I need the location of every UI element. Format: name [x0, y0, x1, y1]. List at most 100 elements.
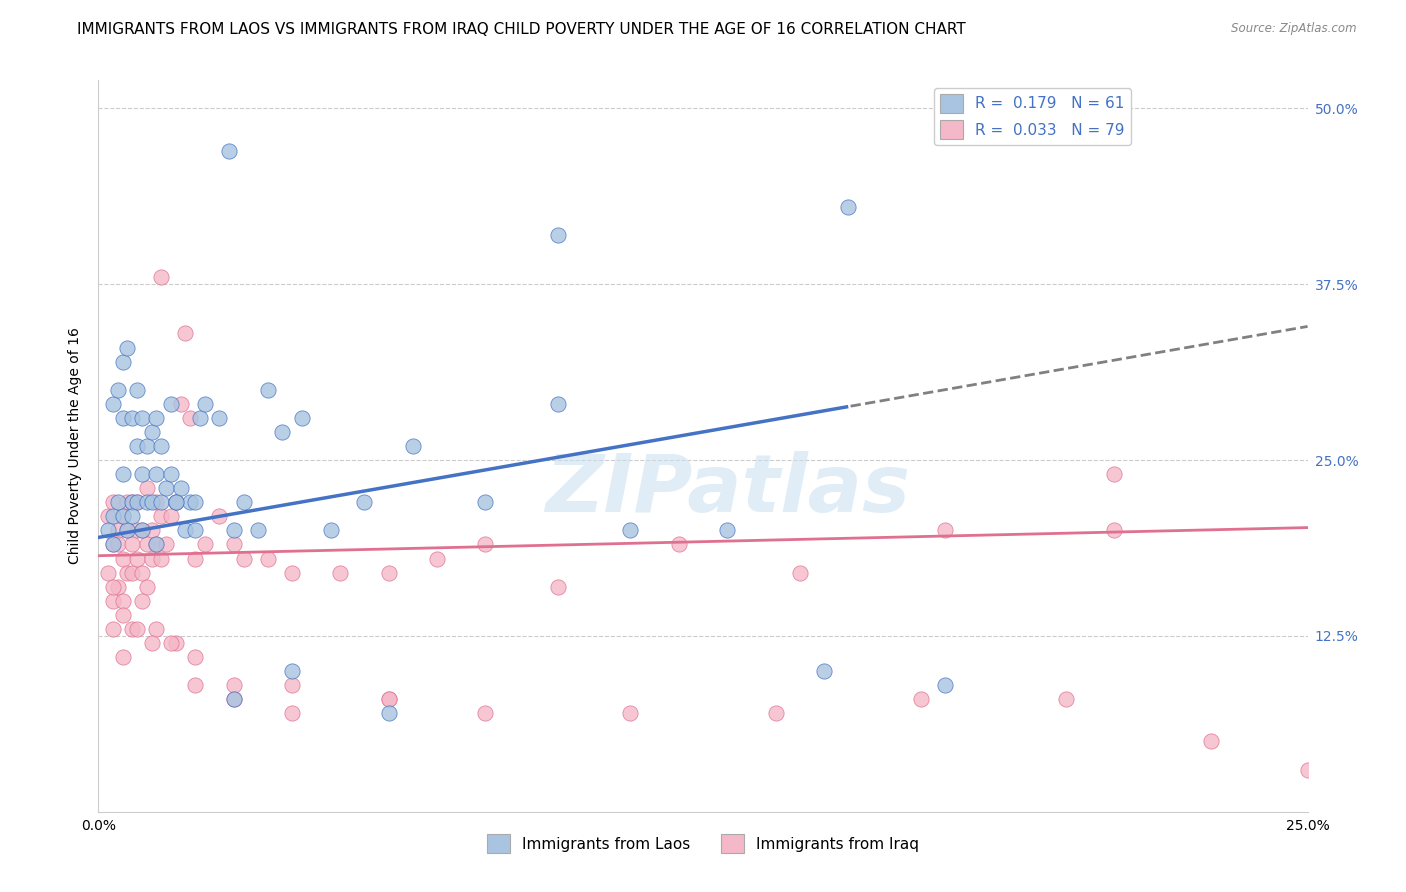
Point — [121, 509, 143, 524]
Text: Source: ZipAtlas.com: Source: ZipAtlas.com — [1232, 22, 1357, 36]
Point — [934, 678, 956, 692]
Point — [319, 524, 342, 538]
Point — [97, 524, 120, 538]
Point — [150, 495, 173, 509]
Point — [127, 622, 149, 636]
Point — [121, 495, 143, 509]
Point — [281, 706, 304, 721]
Point — [402, 439, 425, 453]
Point — [474, 706, 496, 721]
Point — [135, 537, 157, 551]
Point — [547, 397, 569, 411]
Point — [150, 270, 173, 285]
Point — [184, 650, 207, 665]
Point — [194, 537, 217, 551]
Point — [290, 410, 312, 425]
Point — [135, 580, 157, 594]
Point — [101, 397, 124, 411]
Point — [131, 566, 153, 580]
Point — [281, 678, 304, 692]
Point — [619, 524, 641, 538]
Point — [165, 495, 187, 509]
Point — [160, 467, 183, 482]
Point — [174, 524, 197, 538]
Point — [117, 566, 139, 580]
Point — [377, 692, 399, 706]
Point — [353, 495, 375, 509]
Point — [101, 593, 124, 607]
Point — [256, 383, 278, 397]
Point — [111, 607, 134, 622]
Point — [141, 551, 163, 566]
Point — [145, 537, 167, 551]
Point — [194, 397, 217, 411]
Point — [222, 537, 245, 551]
Point — [813, 664, 835, 678]
Point — [1199, 734, 1222, 748]
Point — [837, 200, 859, 214]
Point — [329, 566, 352, 580]
Point — [111, 467, 134, 482]
Point — [131, 524, 153, 538]
Point — [141, 495, 163, 509]
Point — [117, 495, 139, 509]
Point — [127, 383, 149, 397]
Point — [160, 397, 183, 411]
Point — [111, 509, 134, 524]
Point — [716, 524, 738, 538]
Point — [111, 410, 134, 425]
Point — [145, 410, 167, 425]
Point — [165, 495, 187, 509]
Y-axis label: Child Poverty Under the Age of 16: Child Poverty Under the Age of 16 — [69, 327, 83, 565]
Point — [222, 692, 245, 706]
Point — [668, 537, 690, 551]
Point — [107, 383, 129, 397]
Point — [121, 537, 143, 551]
Point — [222, 524, 245, 538]
Point — [165, 495, 187, 509]
Point — [135, 439, 157, 453]
Text: ZIPatlas: ZIPatlas — [544, 450, 910, 529]
Point — [160, 636, 183, 650]
Point — [184, 495, 207, 509]
Point — [271, 425, 294, 439]
Point — [117, 341, 139, 355]
Point — [121, 495, 143, 509]
Point — [127, 524, 149, 538]
Point — [101, 509, 124, 524]
Point — [184, 551, 207, 566]
Point — [1054, 692, 1077, 706]
Point — [111, 551, 134, 566]
Point — [141, 524, 163, 538]
Point — [222, 692, 245, 706]
Point — [474, 537, 496, 551]
Point — [474, 495, 496, 509]
Point — [208, 509, 231, 524]
Point — [179, 495, 201, 509]
Point — [131, 467, 153, 482]
Point — [127, 495, 149, 509]
Point — [101, 622, 124, 636]
Point — [111, 354, 134, 368]
Point — [117, 524, 139, 538]
Point — [117, 524, 139, 538]
Point — [131, 593, 153, 607]
Point — [765, 706, 787, 721]
Point — [169, 397, 191, 411]
Point — [208, 410, 231, 425]
Point — [97, 509, 120, 524]
Point — [281, 664, 304, 678]
Point — [107, 537, 129, 551]
Point — [188, 410, 211, 425]
Point — [107, 580, 129, 594]
Point — [169, 481, 191, 495]
Point — [256, 551, 278, 566]
Point — [1296, 763, 1319, 777]
Point — [121, 410, 143, 425]
Point — [155, 481, 177, 495]
Point — [377, 706, 399, 721]
Point — [155, 537, 177, 551]
Point — [160, 509, 183, 524]
Point — [426, 551, 449, 566]
Point — [121, 622, 143, 636]
